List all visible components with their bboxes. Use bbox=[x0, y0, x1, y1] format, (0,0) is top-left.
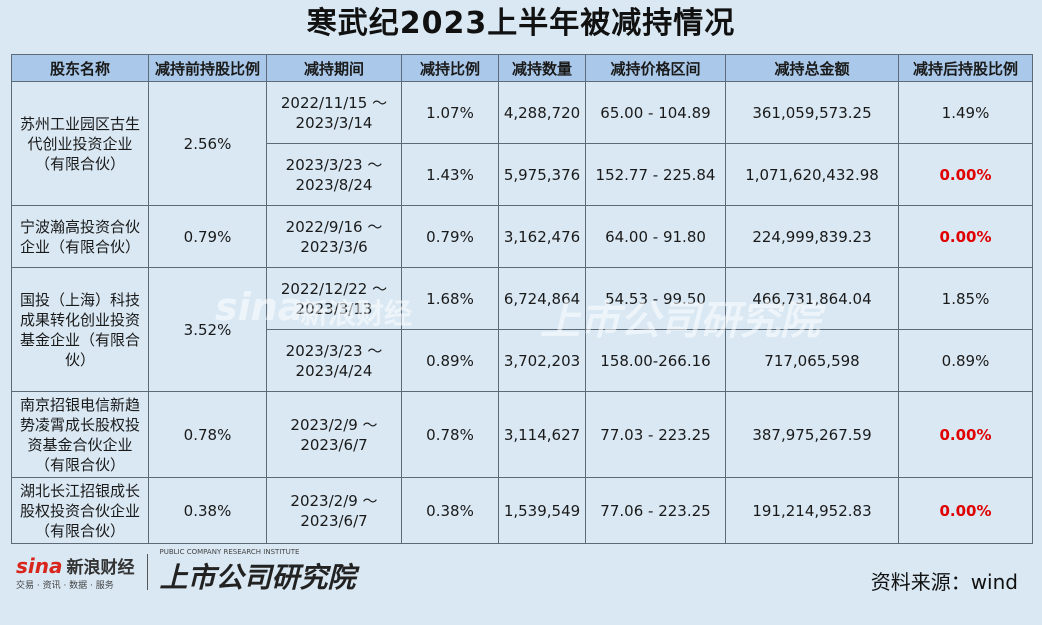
quantity-cell: 1,539,549 bbox=[498, 477, 586, 544]
table-row: 苏州工业园区古生代创业投资企业（有限合伙） 2.56% 2022/11/15 ～ 20… bbox=[11, 81, 1033, 206]
period-cell: 2022/12/22 ～ 2023/3/13 bbox=[266, 267, 402, 330]
price-range-cell: 65.00 - 104.89 bbox=[585, 81, 726, 144]
ratio-cell: 1.07% bbox=[401, 81, 499, 144]
period-cell: 2022/9/16 ～ 2023/3/6 bbox=[266, 205, 402, 268]
period-cell: 2023/2/9 ～ 2023/6/7 bbox=[266, 477, 402, 544]
post-ratio-cell: 0.89% bbox=[898, 329, 1033, 392]
shareholder-name: 苏州工业园区古生代创业投资企业（有限合伙） bbox=[11, 81, 149, 206]
table-row: 湖北长江招银成长股权投资合伙企业（有限合伙） 0.38% 2023/2/9 ～ 202… bbox=[11, 477, 1033, 544]
table-row: 2023/3/23 ～ 2023/4/24 0.89% 3,702,203 158.00… bbox=[12, 329, 1033, 392]
post-ratio-cell: 0.00% bbox=[898, 477, 1033, 544]
footer-logo: sina 新浪财经 交易 · 资讯 · 数据 · 服务 PUBLIC COMPA… bbox=[16, 548, 356, 594]
total-amount-cell: 361,059,573.25 bbox=[725, 81, 899, 144]
table-row: 宁波瀚高投资合伙企业（有限合伙） 0.79% 2022/9/16 ～ 2023/3/6… bbox=[11, 205, 1033, 268]
ratio-cell: 0.38% bbox=[401, 477, 499, 544]
post-ratio-cell: 1.49% bbox=[898, 81, 1033, 144]
header-quantity: 减持数量 bbox=[498, 54, 586, 82]
ratio-cell: 1.43% bbox=[401, 143, 499, 206]
quantity-cell: 5,975,376 bbox=[498, 143, 586, 206]
reduction-table: 股东名称 减持前持股比例 减持期间 减持比例 减持数量 减持价格区间 减持总金额… bbox=[11, 54, 1033, 544]
institute-sub: PUBLIC COMPANY RESEARCH INSTITUTE bbox=[159, 548, 300, 556]
page-title: 寒武纪2023上半年被减持情况 bbox=[306, 6, 736, 41]
pre-ratio-cell: 3.52% bbox=[148, 267, 267, 392]
header-shareholder: 股东名称 bbox=[11, 54, 149, 82]
shareholder-name: 国投（上海）科技成果转化创业投资基金企业（有限合伙） bbox=[11, 267, 149, 392]
price-range-cell: 152.77 - 225.84 bbox=[585, 143, 726, 206]
post-ratio-cell: 0.00% bbox=[898, 143, 1033, 206]
period-cell: 2022/11/15 ～ 2023/3/14 bbox=[266, 81, 402, 144]
price-range-cell: 77.06 - 223.25 bbox=[585, 477, 726, 544]
price-range-cell: 64.00 - 91.80 bbox=[585, 205, 726, 268]
header-price-range: 减持价格区间 bbox=[585, 54, 726, 82]
quantity-cell: 3,702,203 bbox=[498, 329, 586, 392]
post-ratio-cell: 0.00% bbox=[898, 391, 1033, 478]
ratio-cell: 1.68% bbox=[401, 267, 499, 330]
header-post-ratio: 减持后持股比例 bbox=[898, 54, 1033, 82]
table-row: 南京招银电信新趋势凌霄成长股权投资基金合伙企业（有限合伙） 0.78% 2023/2… bbox=[11, 391, 1033, 478]
sina-logo: sina bbox=[16, 554, 63, 578]
period-cell: 2023/2/9 ～ 2023/6/7 bbox=[266, 391, 402, 478]
header-total-amount: 减持总金额 bbox=[725, 54, 899, 82]
pre-ratio-cell: 2.56% bbox=[148, 81, 267, 206]
shareholder-name: 湖北长江招银成长股权投资合伙企业（有限合伙） bbox=[11, 477, 149, 544]
ratio-cell: 0.78% bbox=[401, 391, 499, 478]
price-range-cell: 158.00-266.16 bbox=[585, 329, 726, 392]
institute-logo: 上市公司研究院 bbox=[159, 561, 356, 594]
period-cell: 2023/3/23 ～ 2023/8/24 bbox=[266, 143, 402, 206]
header-pre-ratio: 减持前持股比例 bbox=[148, 54, 267, 82]
total-amount-cell: 387,975,267.59 bbox=[725, 391, 899, 478]
total-amount-cell: 1,071,620,432.98 bbox=[725, 143, 899, 206]
price-range-cell: 77.03 - 223.25 bbox=[585, 391, 726, 478]
pre-ratio-cell: 0.38% bbox=[148, 477, 267, 544]
ratio-cell: 0.89% bbox=[401, 329, 499, 392]
post-ratio-cell: 1.85% bbox=[898, 267, 1033, 330]
quantity-cell: 3,162,476 bbox=[498, 205, 586, 268]
shareholder-name: 宁波瀚高投资合伙企业（有限合伙） bbox=[11, 205, 149, 268]
quantity-cell: 4,288,720 bbox=[498, 81, 586, 144]
post-ratio-cell: 0.00% bbox=[898, 205, 1033, 268]
header-period: 减持期间 bbox=[266, 54, 402, 82]
sina-sub: 交易 · 资讯 · 数据 · 服务 bbox=[16, 581, 114, 591]
total-amount-cell: 466,731,864.04 bbox=[725, 267, 899, 330]
data-source: 资料来源：wind bbox=[870, 570, 1018, 594]
table-row: 国投（上海）科技成果转化创业投资基金企业（有限合伙） 3.52% 2022/12/2… bbox=[11, 267, 1033, 392]
price-range-cell: 54.53 - 99.50 bbox=[585, 267, 726, 330]
header-ratio: 减持比例 bbox=[401, 54, 499, 82]
sina-brand: 新浪财经 bbox=[66, 558, 135, 578]
total-amount-cell: 224,999,839.23 bbox=[725, 205, 899, 268]
period-cell: 2023/3/23 ～ 2023/4/24 bbox=[266, 329, 402, 392]
quantity-cell: 3,114,627 bbox=[498, 391, 586, 478]
shareholder-name: 南京招银电信新趋势凌霄成长股权投资基金合伙企业（有限合伙） bbox=[11, 391, 149, 478]
table-row: 2023/3/23 ～ 2023/8/24 1.43% 5,975,376 152.77… bbox=[12, 143, 1033, 206]
footer-divider bbox=[146, 554, 148, 590]
total-amount-cell: 717,065,598 bbox=[725, 329, 899, 392]
pre-ratio-cell: 0.78% bbox=[148, 391, 267, 478]
pre-ratio-cell: 0.79% bbox=[148, 205, 267, 268]
total-amount-cell: 191,214,952.83 bbox=[725, 477, 899, 544]
ratio-cell: 0.79% bbox=[401, 205, 499, 268]
table-header-row: 股东名称 减持前持股比例 减持期间 减持比例 减持数量 减持价格区间 减持总金额… bbox=[11, 54, 1033, 82]
quantity-cell: 6,724,864 bbox=[498, 267, 586, 330]
